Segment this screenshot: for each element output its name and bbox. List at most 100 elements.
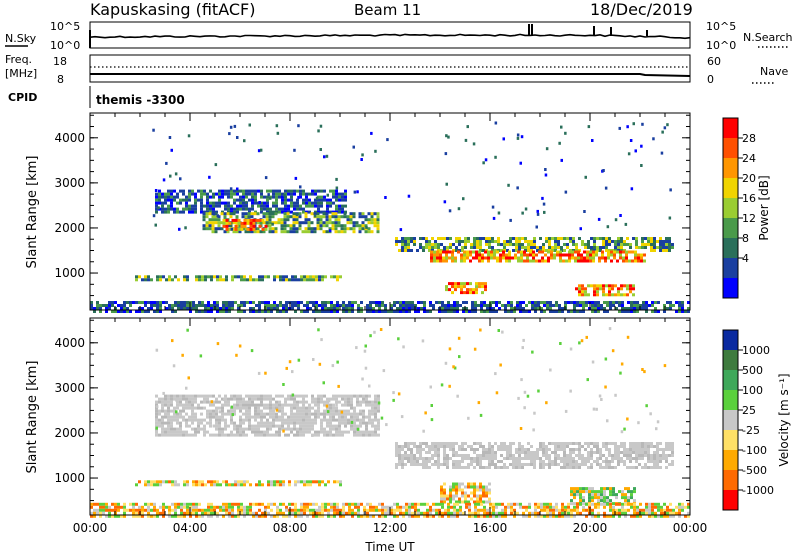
echo-cell-1-2145 <box>492 505 495 509</box>
echo-cell-1-2197 <box>537 514 540 518</box>
scatter-echo-0-104 <box>484 158 488 162</box>
scatter-echo-0-52 <box>283 193 286 197</box>
echo-cell-1-1109 <box>548 460 551 463</box>
echo-cell-0-286 <box>302 201 305 205</box>
echo-cell-0-1145 <box>451 256 454 260</box>
echo-cell-1-321 <box>248 415 251 419</box>
echo-cell-1-1252 <box>614 466 617 469</box>
scatter-echo-1-138 <box>231 413 234 417</box>
echo-cell-0-126 <box>221 192 224 196</box>
echo-cell-0-933 <box>512 249 515 252</box>
echo-cell-1-1894 <box>285 514 288 518</box>
echo-cell-0-404 <box>223 215 227 219</box>
echo-cell-0-1555 <box>222 307 225 310</box>
echo-cell-0-716 <box>165 278 168 282</box>
echo-cell-1-2342 <box>657 505 660 509</box>
echo-cell-0-1625 <box>294 301 297 304</box>
scatter-echo-0-27 <box>174 172 178 176</box>
echo-cell-1-547 <box>311 412 314 416</box>
echo-cell-1-191 <box>209 412 212 416</box>
echo-cell-1-917 <box>455 454 458 457</box>
echo-cell-0-1860 <box>534 301 537 304</box>
scatter-echo-0-95 <box>606 225 610 229</box>
echo-cell-0-122 <box>218 198 221 202</box>
echo-cell-0-1308 <box>622 250 625 254</box>
echo-cell-1-477 <box>293 412 296 416</box>
echo-cell-1-169 <box>200 427 203 431</box>
echo-cell-1-1766 <box>180 505 183 509</box>
echo-cell-1-1769 <box>180 514 183 518</box>
echo-cell-0-519 <box>292 221 296 225</box>
echo-cell-1-264 <box>233 403 236 407</box>
echo-cell-1-56 <box>167 430 170 434</box>
echo-cell-1-673 <box>347 409 350 413</box>
echo-cell-0-1190 <box>499 253 502 257</box>
echo-cell-0-393 <box>214 227 218 231</box>
echo-cell-0-1804 <box>474 304 477 307</box>
echo-cell-1-1857 <box>249 511 252 515</box>
echo-cell-1-197 <box>212 394 215 398</box>
echo-cell-1-2105 <box>456 508 459 512</box>
echo-cell-0-897 <box>479 246 482 249</box>
echo-cell-0-1486 <box>153 310 156 313</box>
echo-cell-0-508 <box>286 215 290 219</box>
echo-cell-0-1660 <box>327 310 330 313</box>
echo-cell-1-2269 <box>597 502 600 506</box>
echo-cell-1-620 <box>332 412 335 416</box>
echo-cell-1-1374 <box>671 448 674 451</box>
echo-cell-1-1900 <box>291 508 294 512</box>
echo-cell-1-1615 <box>603 490 606 494</box>
echo-cell-1-1049 <box>518 463 521 466</box>
echo-cell-0-343 <box>335 192 338 196</box>
echo-cell-0-1167 <box>475 256 478 260</box>
echo-cell-0-1010 <box>578 237 581 240</box>
echo-cell-0-1073 <box>635 246 638 249</box>
echo-cell-0-921 <box>503 240 506 243</box>
echo-cell-0-296 <box>308 198 311 202</box>
echo-cell-1-79 <box>173 433 176 437</box>
echo-cell-0-1647 <box>315 310 318 313</box>
echo-cell-1-1986 <box>357 508 360 512</box>
echo-cell-1-1906 <box>294 514 297 518</box>
scatter-echo-0-134 <box>520 135 524 139</box>
echo-cell-0-1311 <box>625 250 628 254</box>
echo-cell-1-791 <box>395 466 398 469</box>
echo-cell-0-966 <box>539 246 542 249</box>
echo-cell-1-1366 <box>665 466 668 469</box>
echo-cell-1-713 <box>359 403 362 407</box>
echo-cell-1-639 <box>338 409 341 413</box>
echo-cell-0-1507 <box>177 304 180 307</box>
echo-cell-0-237 <box>278 192 281 196</box>
echo-cell-1-1704 <box>123 514 126 518</box>
echo-cell-1-1391 <box>159 480 162 484</box>
echo-cell-1-1977 <box>351 502 354 506</box>
echo-cell-1-607 <box>329 412 332 416</box>
scatter-echo-0-8 <box>445 182 448 186</box>
echo-cell-1-2268 <box>594 514 597 518</box>
echo-cell-1-353 <box>257 421 260 425</box>
echo-cell-0-442 <box>247 212 251 216</box>
echo-cell-0-2005 <box>687 307 690 310</box>
echo-cell-1-1153 <box>569 448 572 451</box>
y-tick-label-1-1: 2000 <box>54 426 85 440</box>
scatter-echo-1-116 <box>291 370 294 374</box>
echo-cell-1-1579 <box>579 496 582 500</box>
echo-cell-1-2312 <box>633 514 636 518</box>
echo-cell-1-2041 <box>405 505 408 509</box>
echo-cell-1-1065 <box>527 454 530 457</box>
echo-cell-1-1702 <box>123 508 126 512</box>
echo-cell-1-782 <box>377 424 380 428</box>
echo-cell-0-887 <box>473 240 476 243</box>
echo-cell-1-611 <box>329 424 332 428</box>
echo-cell-1-1558 <box>488 488 491 492</box>
echo-cell-0-1418 <box>626 284 629 288</box>
echo-cell-1-1478 <box>440 491 443 495</box>
scatter-echo-0-38 <box>228 132 231 136</box>
echo-cell-1-2031 <box>396 505 399 509</box>
echo-cell-1-1604 <box>597 490 600 494</box>
echo-cell-0-829 <box>419 243 422 246</box>
echo-cell-1-769 <box>374 418 377 422</box>
echo-cell-1-897 <box>446 445 449 448</box>
echo-cell-1-156 <box>197 403 200 407</box>
echo-cell-0-1309 <box>622 256 625 260</box>
